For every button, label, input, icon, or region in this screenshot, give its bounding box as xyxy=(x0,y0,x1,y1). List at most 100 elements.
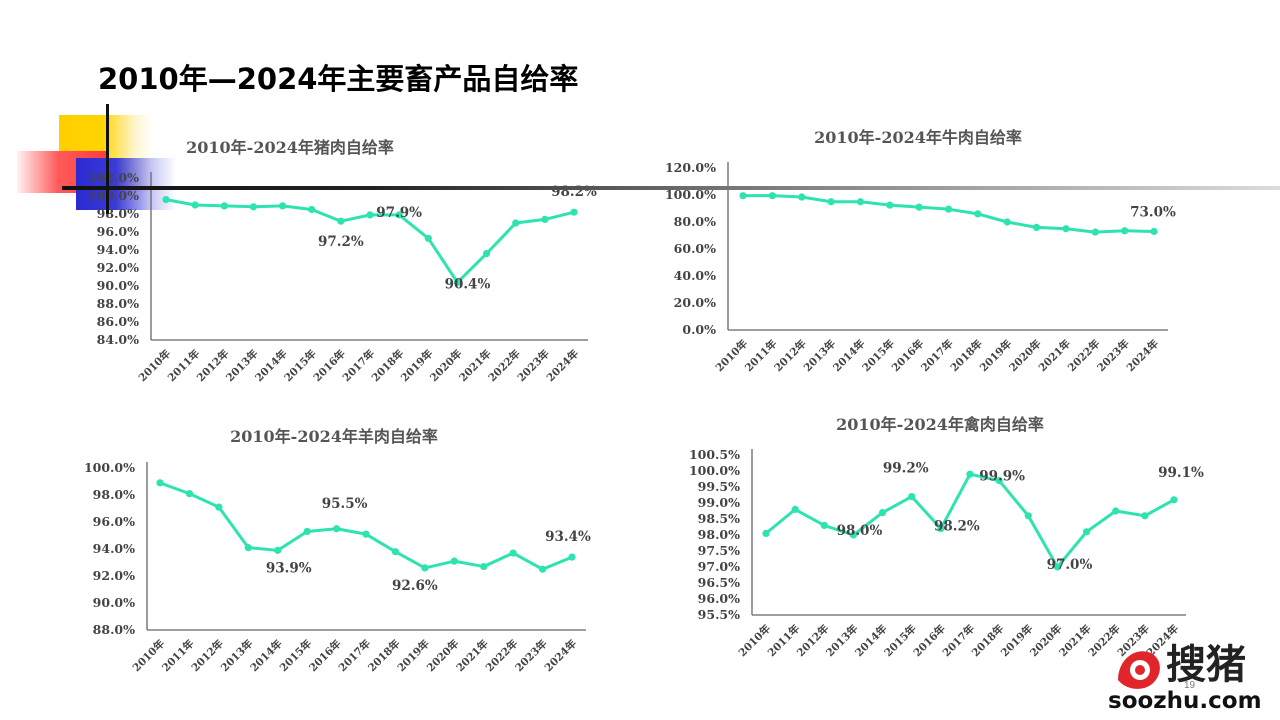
watermark-brand-url: soozhu.com xyxy=(1108,688,1262,714)
beef-y-tick-label: 100.0% xyxy=(665,187,716,202)
mutton-data-point xyxy=(244,544,252,552)
pork-data-point xyxy=(162,196,170,204)
mutton-y-tick-label: 88.0% xyxy=(93,622,135,637)
beef-data-point xyxy=(1150,227,1158,236)
mutton-y-tick-label: 100.0% xyxy=(84,460,135,475)
poultry-y-tick-label: 97.0% xyxy=(698,559,740,574)
pork-data-label: 90.4% xyxy=(445,276,491,292)
poultry-data-label: 99.2% xyxy=(883,461,929,477)
pork-data-point xyxy=(541,215,549,223)
poultry-y-tick-label: 95.5% xyxy=(698,607,740,622)
decor-horizontal-rule xyxy=(62,186,1280,190)
mutton-y-tick-label: 98.0% xyxy=(93,487,135,502)
poultry-y-tick-label: 97.5% xyxy=(698,543,740,558)
pork-data-point xyxy=(191,201,199,209)
pork-data-point xyxy=(482,250,491,258)
poultry-data-point xyxy=(1141,512,1149,520)
beef-y-tick-label: 60.0% xyxy=(674,241,716,256)
mutton-data-point xyxy=(215,503,223,511)
beef-data-point xyxy=(1003,218,1011,226)
beef-data-point xyxy=(974,210,982,218)
beef-y-tick-label: 0.0% xyxy=(682,322,716,337)
beef-data-point xyxy=(1121,227,1129,235)
decor-blue-block xyxy=(76,158,176,210)
mutton-y-tick-label: 96.0% xyxy=(93,514,135,529)
poultry-data-label: 99.9% xyxy=(979,469,1025,485)
poultry-y-tick-label: 96.5% xyxy=(698,575,740,590)
beef-data-point xyxy=(1091,228,1099,236)
mutton-data-label: 93.9% xyxy=(266,560,312,576)
poultry-y-tick-label: 100.5% xyxy=(689,447,740,462)
poultry-data-point xyxy=(820,521,828,530)
pork-data-point xyxy=(366,211,374,219)
pork-y-tick-label: 94.0% xyxy=(97,242,139,257)
pig-logo-icon xyxy=(1118,651,1160,689)
mutton-data-point xyxy=(568,553,576,561)
poultry-data-point xyxy=(1082,528,1091,536)
mutton-data-point xyxy=(185,490,194,498)
pork-y-tick-label: 102.0% xyxy=(88,170,139,185)
decor-vertical-rule xyxy=(106,104,109,214)
mutton-data-label: 92.6% xyxy=(392,578,438,594)
beef-data-point xyxy=(768,192,776,200)
pork-data-point xyxy=(570,208,578,216)
mutton-data-point xyxy=(156,479,164,487)
poultry-chart-title: 2010年-2024年禽肉自给率 xyxy=(836,415,1044,434)
poultry-data-point xyxy=(762,529,770,538)
poultry-y-tick-label: 96.0% xyxy=(698,591,740,606)
pork-data-point xyxy=(337,217,345,225)
pork-data-point xyxy=(424,234,432,242)
mutton-data-label: 95.5% xyxy=(322,496,368,512)
beef-data-point xyxy=(827,198,835,206)
pork-data-point xyxy=(512,219,520,227)
poultry-data-point xyxy=(1053,563,1062,571)
beef-data-point xyxy=(915,203,923,211)
mutton-data-point xyxy=(509,549,517,557)
pork-y-tick-label: 100.0% xyxy=(88,188,139,203)
beef-y-tick-label: 80.0% xyxy=(674,214,716,229)
beef-data-point xyxy=(886,201,894,209)
poultry-data-point xyxy=(1024,512,1032,520)
poultry-data-point xyxy=(791,505,799,513)
mutton-data-point xyxy=(480,562,488,571)
pork-data-label: 97.2% xyxy=(318,234,364,250)
poultry-data-point xyxy=(966,470,974,478)
pork-data-point xyxy=(220,202,228,210)
beef-y-tick-label: 120.0% xyxy=(665,160,716,175)
pork-data-point xyxy=(395,211,403,219)
pork-y-tick-label: 84.0% xyxy=(97,332,139,347)
mutton-data-point xyxy=(450,557,458,565)
mutton-y-tick-label: 94.0% xyxy=(93,541,135,556)
beef-data-label: 73.0% xyxy=(1130,204,1176,220)
pork-data-label: 97.9% xyxy=(376,205,422,221)
pork-y-tick-label: 86.0% xyxy=(97,314,139,329)
beef-y-tick-label: 40.0% xyxy=(674,268,716,283)
page-title: 2010年—2024年主要畜产品自给率 xyxy=(98,62,579,96)
beef-data-point xyxy=(1062,225,1070,233)
poultry-y-tick-label: 98.0% xyxy=(698,527,740,542)
poultry-data-point xyxy=(937,525,945,533)
pork-data-point xyxy=(308,205,316,214)
poultry-data-point xyxy=(1170,496,1178,504)
watermark-logo: 搜猪 soozhu.com xyxy=(1108,632,1276,718)
mutton-data-point xyxy=(274,546,282,554)
poultry-data-point xyxy=(908,493,916,501)
poultry-data-label: 97.0% xyxy=(1047,557,1093,573)
poultry-data-point xyxy=(878,508,887,517)
poultry-data-point xyxy=(849,531,858,539)
pork-y-tick-label: 96.0% xyxy=(97,224,139,239)
beef-y-tick-label: 20.0% xyxy=(674,295,716,310)
mutton-data-point xyxy=(391,548,400,556)
beef-data-point xyxy=(856,198,865,206)
poultry-y-tick-label: 100.0% xyxy=(689,463,740,478)
pork-data-point xyxy=(278,202,287,210)
pork-data-point xyxy=(453,278,462,286)
mutton-data-point xyxy=(421,564,429,572)
poultry-y-tick-label: 99.0% xyxy=(698,495,740,510)
pork-data-point xyxy=(249,203,258,211)
beef-data-point xyxy=(1032,223,1041,231)
watermark-brand-cn: 搜猪 xyxy=(1166,641,1246,688)
page-number: 19 xyxy=(1184,680,1196,691)
